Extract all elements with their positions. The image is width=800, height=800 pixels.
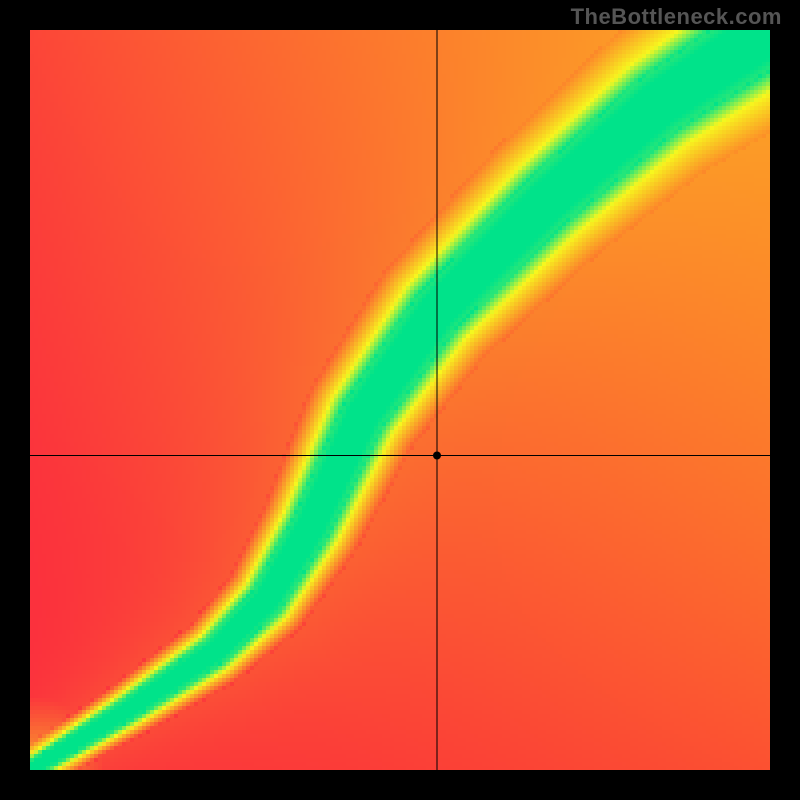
heatmap-canvas (30, 30, 770, 770)
watermark-text: TheBottleneck.com (571, 4, 782, 30)
chart-container: TheBottleneck.com (0, 0, 800, 800)
